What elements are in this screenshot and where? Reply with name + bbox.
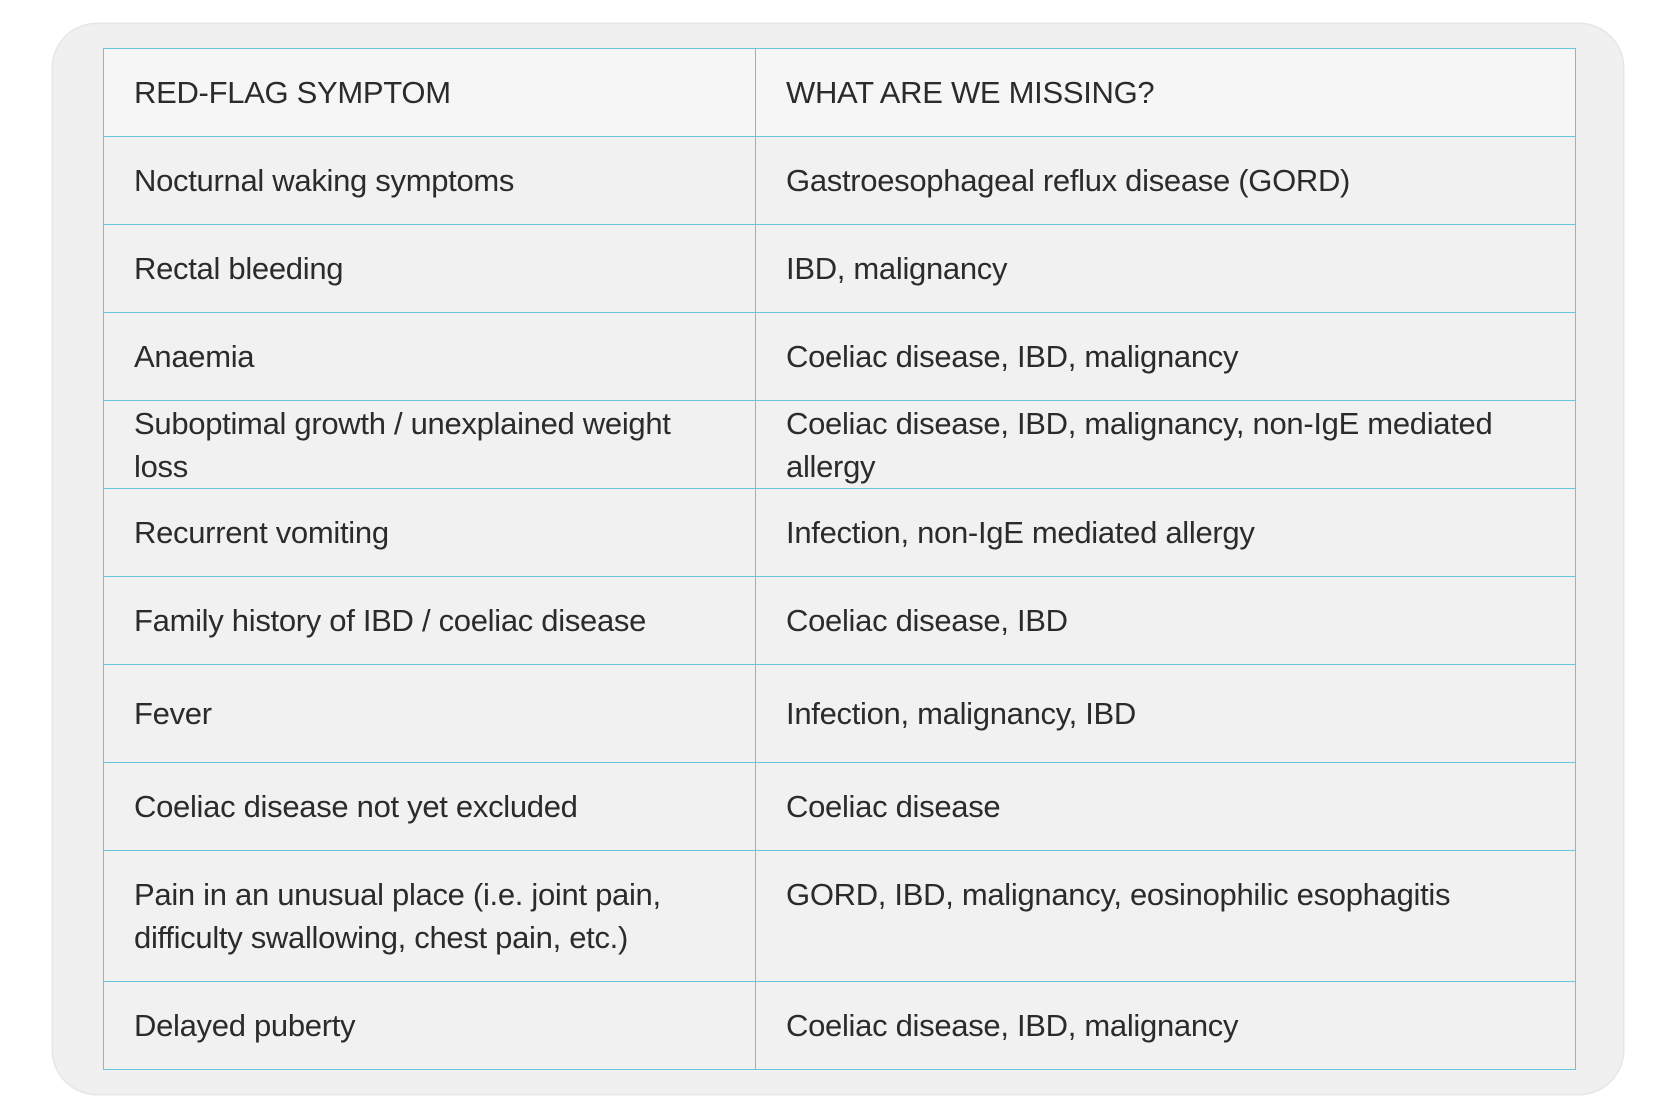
symptom-cell: Nocturnal waking symptoms (103, 136, 756, 225)
table-row: Family history of IBD / coeliac disease … (103, 576, 1576, 665)
missing-cell: Coeliac disease, IBD (755, 576, 1576, 665)
missing-cell: GORD, IBD, malignancy, eosinophilic esop… (755, 850, 1576, 982)
table-row: Anaemia Coeliac disease, IBD, malignancy (103, 312, 1576, 401)
missing-cell: Gastroesophageal reflux disease (GORD) (755, 136, 1576, 225)
missing-cell: Coeliac disease, IBD, malignancy (755, 981, 1576, 1070)
missing-cell: IBD, malignancy (755, 224, 1576, 313)
table-row: Recurrent vomiting Infection, non-IgE me… (103, 488, 1576, 577)
missing-cell: Infection, non-IgE mediated allergy (755, 488, 1576, 577)
table-row: Delayed puberty Coeliac disease, IBD, ma… (103, 981, 1576, 1070)
table-row: Coeliac disease not yet excluded Coeliac… (103, 762, 1576, 851)
table-row: Pain in an unusual place (i.e. joint pai… (103, 850, 1576, 982)
symptom-cell: Family history of IBD / coeliac disease (103, 576, 756, 665)
missing-cell: Coeliac disease, IBD, malignancy (755, 312, 1576, 401)
missing-cell: Coeliac disease, IBD, malignancy, non-Ig… (755, 400, 1576, 489)
table-header-row: RED-FLAG SYMPTOM WHAT ARE WE MISSING? (103, 48, 1576, 137)
symptom-cell: Rectal bleeding (103, 224, 756, 313)
header-what-are-we-missing: WHAT ARE WE MISSING? (755, 48, 1576, 137)
symptom-cell: Suboptimal growth / unexplained weight l… (103, 400, 756, 489)
table-row: Suboptimal growth / unexplained weight l… (103, 400, 1576, 489)
symptom-cell: Anaemia (103, 312, 756, 401)
symptom-cell: Fever (103, 664, 756, 763)
table-row: Rectal bleeding IBD, malignancy (103, 224, 1576, 313)
table-row: Nocturnal waking symptoms Gastroesophage… (103, 136, 1576, 225)
red-flag-table: RED-FLAG SYMPTOM WHAT ARE WE MISSING? No… (103, 48, 1576, 1070)
header-red-flag-symptom: RED-FLAG SYMPTOM (103, 48, 756, 137)
missing-cell: Coeliac disease (755, 762, 1576, 851)
symptom-cell: Delayed puberty (103, 981, 756, 1070)
missing-cell: Infection, malignancy, IBD (755, 664, 1576, 763)
symptom-cell: Coeliac disease not yet excluded (103, 762, 756, 851)
table-row: Fever Infection, malignancy, IBD (103, 664, 1576, 763)
symptom-cell: Recurrent vomiting (103, 488, 756, 577)
symptom-cell: Pain in an unusual place (i.e. joint pai… (103, 850, 756, 982)
